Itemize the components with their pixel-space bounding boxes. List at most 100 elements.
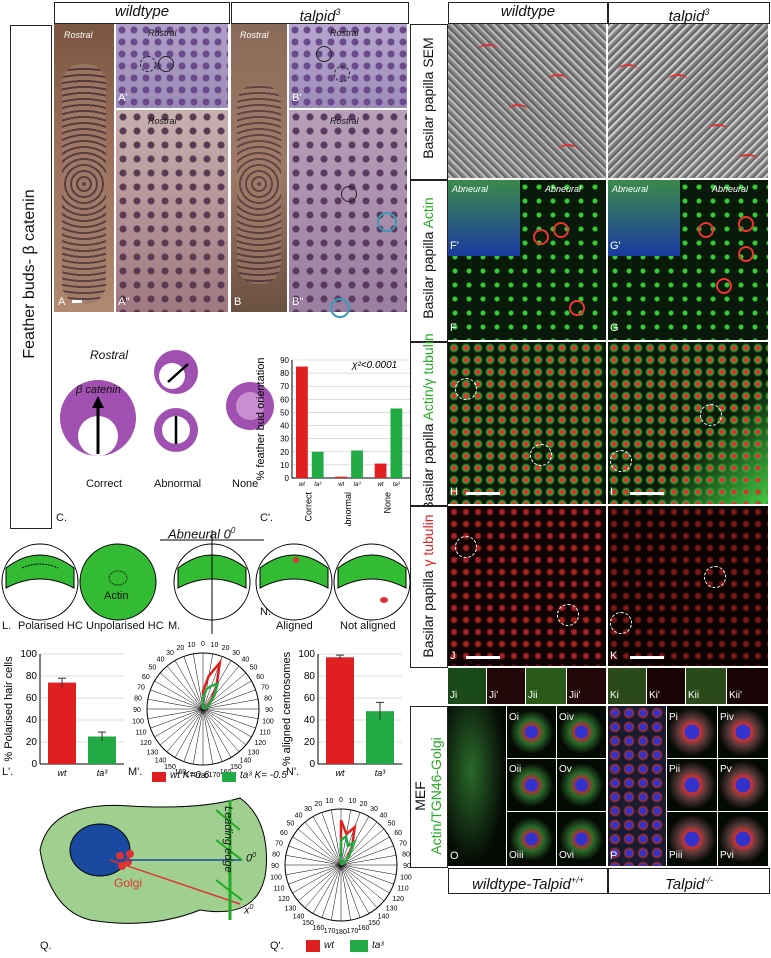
polar-tick-label: 140 [155,758,167,765]
polar-tick-label: 0 [201,641,205,648]
polar-tick-label: 70 [399,840,407,847]
f-abneural-inset: Abneural [452,184,489,194]
polar-tick-label: 170 [186,772,198,779]
polar-tick-label: 60 [142,674,150,681]
sub-pvi: Pvi [720,850,734,861]
polar-tick-label: 50 [250,665,258,672]
polar-tick-label: 40 [242,656,250,663]
panel-a [54,24,114,312]
category-label: None [382,492,392,514]
header-talpid-right: talpid3 [608,2,770,25]
polar-tick-label: 170 [209,772,221,779]
sub-ov: Ov [559,764,572,775]
bar-ta³-None [390,408,403,478]
rostral-a1: Rostral [148,28,177,38]
polar-tick-label: 60 [394,830,402,837]
chart-polarised-hair-cells: 0 20 40 60 80 100 wt ta³ % Polarised hair cells [3,649,124,778]
letter-q: Q. [40,940,52,952]
header-bottom-right: Talpid-/- [608,868,770,894]
polar-tick-label: 70 [137,684,145,691]
polar-tick-label: 90 [265,707,273,714]
panel-k [608,506,768,666]
sub-jii: Jii [528,690,538,701]
ytick-label: 10 [280,461,289,470]
schematic-q [39,797,267,924]
polar-tick-label: 90 [271,863,279,870]
c-abnormal: Abnormal [154,478,202,490]
bar-ta³-Correct [311,451,324,478]
polar-tick-label: 90 [133,707,141,714]
polar-tick-label: 130 [248,749,260,756]
ytick-label: 60 [280,395,289,404]
category-label: ta³ [97,768,109,778]
letter-l: L. [2,620,12,632]
polar-tick-label: 180 [335,929,347,936]
panel-b [231,24,287,312]
sub-piv: Piv [720,712,734,723]
polar-tick-label: 150 [230,764,242,771]
g-abneural-inset: Abneural [612,184,649,194]
bar-wt [326,657,354,764]
letter-n: N. [260,606,271,618]
polar-tick-label: 140 [378,914,390,921]
sem-side-box [410,24,448,180]
letter-j: J [450,650,456,662]
letter-b: B [234,296,242,308]
sub-pii: Pii [669,764,681,775]
legend-q1-wt: wt [324,940,334,951]
bar-ta³-Abnormal [351,450,363,478]
actin-side-box [410,180,448,342]
polar-tick-label: 10 [188,642,196,649]
annotation: χ²<0.0001 [351,360,397,371]
sub-ji1: Ji' [489,690,499,701]
polar-tick-label: 120 [140,740,152,747]
l-unpolarised: Unpolarised HC [86,620,164,632]
schematic-c [60,350,274,456]
polar-tick-label: 170 [324,928,336,935]
panel-h [448,342,606,504]
letter-p: P [610,850,618,862]
category-label: wt [58,768,67,778]
tub-side-label: Basilar papilla γ tubulin [420,514,436,658]
actin-tub-side-label: Basilar papilla Actin/γ tubulin [420,333,436,511]
sub-oiii: Oiii [509,850,524,861]
polar-tick-label: 80 [272,852,280,859]
polar-tick-label: 100 [132,718,144,725]
letter-h: H [450,486,458,498]
n-aligned: Aligned [276,620,313,632]
letter-a: A [58,296,66,308]
f-abneural: Abneural [545,184,582,194]
polar-tick-label: 150 [302,920,314,927]
polar-tick-label: 0 [339,797,343,804]
polar-tick-label: 110 [397,886,408,893]
rostral-a: Rostral [64,30,93,40]
letter-c1: C'. [260,512,274,524]
category-label: wt [336,768,345,778]
legend-q1-ta: ta³ [372,940,384,951]
polar-tick-label: 100 [262,718,274,725]
polar-tick-label: 80 [402,852,410,859]
letter-i: I [610,486,614,498]
ytick-label: 60 [304,693,316,704]
letter-b2: B'' [292,296,304,308]
polar-tick-label: 60 [280,830,288,837]
polar-tick-label: 130 [386,905,398,912]
chart-aligned-centrosomes: 0 20 40 60 80 100 wt ta³ % aligned centrosomes [281,649,402,778]
letter-g1: G' [610,240,621,252]
l-actin: Actin [104,590,129,602]
polar-tick-label: 120 [254,740,266,747]
tub-side-box [410,506,448,668]
category-label: Abnormal [343,492,353,526]
letter-a1: A' [118,92,128,104]
polar-tick-label: 110 [135,730,146,737]
ylabel: % Polarised hair cells [3,656,15,762]
polar-tick-label: 160 [313,925,325,932]
polar-tick-label: 160 [175,769,187,776]
polar-tick-label: 180 [197,773,209,780]
bar-series-label: ta³ [354,482,362,488]
polar-tick-label: 20 [222,645,230,652]
bar-series-label: wt [299,482,305,488]
ytick-label: 90 [280,356,289,365]
feather-side-box [10,25,52,529]
